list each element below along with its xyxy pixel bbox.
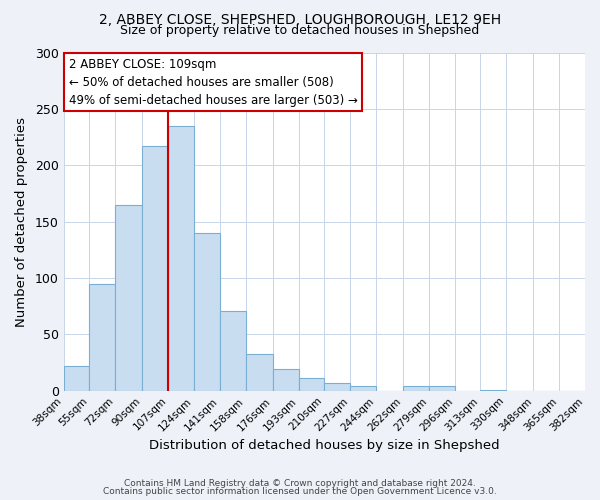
Text: Contains public sector information licensed under the Open Government Licence v3: Contains public sector information licen…	[103, 487, 497, 496]
Bar	[168, 126, 194, 391]
Bar	[325, 383, 350, 391]
Bar	[403, 386, 429, 391]
Bar	[350, 386, 376, 391]
Bar	[220, 311, 245, 391]
Text: 2, ABBEY CLOSE, SHEPSHED, LOUGHBOROUGH, LE12 9EH: 2, ABBEY CLOSE, SHEPSHED, LOUGHBOROUGH, …	[99, 12, 501, 26]
Bar	[429, 386, 455, 391]
Text: Contains HM Land Registry data © Crown copyright and database right 2024.: Contains HM Land Registry data © Crown c…	[124, 478, 476, 488]
Bar	[194, 233, 220, 391]
Bar	[481, 390, 506, 391]
Bar	[89, 284, 115, 391]
Bar	[273, 370, 299, 391]
Y-axis label: Number of detached properties: Number of detached properties	[15, 116, 28, 326]
Text: Size of property relative to detached houses in Shepshed: Size of property relative to detached ho…	[121, 24, 479, 37]
Bar	[64, 366, 89, 391]
Bar	[142, 146, 168, 391]
X-axis label: Distribution of detached houses by size in Shepshed: Distribution of detached houses by size …	[149, 440, 500, 452]
Text: 2 ABBEY CLOSE: 109sqm
← 50% of detached houses are smaller (508)
49% of semi-det: 2 ABBEY CLOSE: 109sqm ← 50% of detached …	[69, 58, 358, 106]
Bar	[299, 378, 325, 391]
Bar	[245, 354, 273, 391]
Bar	[115, 205, 142, 391]
